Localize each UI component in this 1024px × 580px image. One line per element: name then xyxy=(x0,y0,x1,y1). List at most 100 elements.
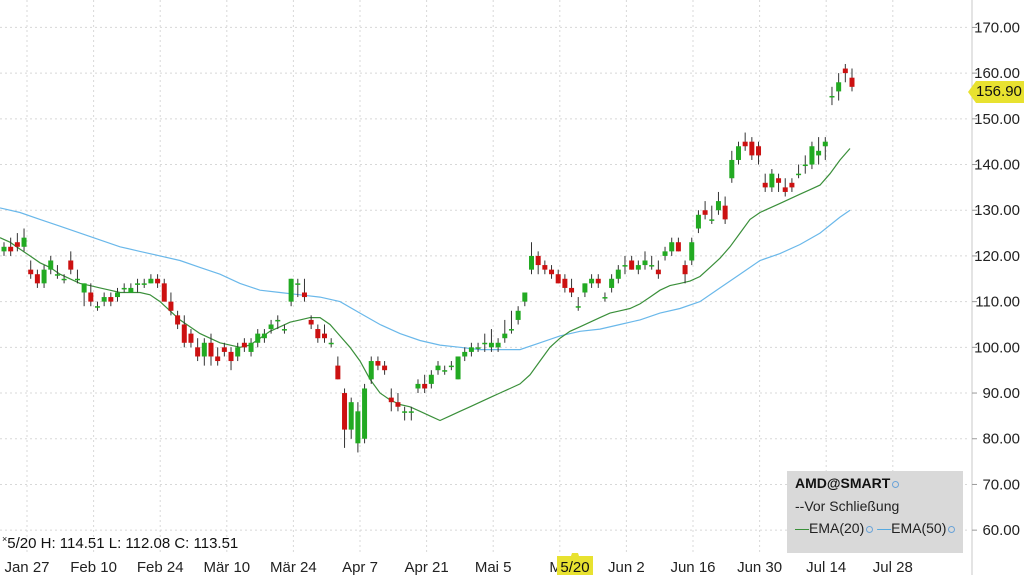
candle[interactable] xyxy=(756,141,762,165)
candle[interactable] xyxy=(635,260,641,275)
candle[interactable] xyxy=(108,292,114,307)
candle[interactable] xyxy=(595,274,601,288)
candle[interactable] xyxy=(715,191,721,215)
candle[interactable] xyxy=(295,278,301,298)
candle[interactable] xyxy=(602,292,608,302)
candle[interactable] xyxy=(54,265,60,279)
candle[interactable] xyxy=(315,324,321,343)
candle[interactable] xyxy=(335,356,341,380)
candle[interactable] xyxy=(609,274,615,293)
candle[interactable] xyxy=(549,265,555,279)
candle[interactable] xyxy=(482,333,488,352)
candle[interactable] xyxy=(615,265,621,284)
candle[interactable] xyxy=(535,251,541,275)
candle[interactable] xyxy=(769,169,775,192)
candle[interactable] xyxy=(842,63,848,83)
candle[interactable] xyxy=(195,338,201,362)
candle[interactable] xyxy=(488,329,494,352)
candle[interactable] xyxy=(462,347,468,362)
candle[interactable] xyxy=(675,237,681,252)
candle[interactable] xyxy=(228,347,234,371)
candle[interactable] xyxy=(275,315,281,330)
candle[interactable] xyxy=(101,292,107,307)
candle[interactable] xyxy=(155,274,161,288)
candle[interactable] xyxy=(709,205,715,224)
candle[interactable] xyxy=(702,201,708,220)
candle[interactable] xyxy=(348,397,354,439)
candle[interactable] xyxy=(268,319,274,334)
candle[interactable] xyxy=(395,393,401,412)
candle[interactable] xyxy=(422,374,428,394)
candle[interactable] xyxy=(128,283,134,293)
candle[interactable] xyxy=(695,210,701,234)
legend[interactable]: AMD@SMART --Vor Schließung —EMA(20) —EMA… xyxy=(787,471,963,553)
candle[interactable] xyxy=(569,278,575,298)
candle[interactable] xyxy=(508,310,514,334)
candle[interactable] xyxy=(408,406,414,421)
candle[interactable] xyxy=(655,260,661,279)
candle[interactable] xyxy=(822,137,828,160)
candle[interactable] xyxy=(448,361,454,371)
candle[interactable] xyxy=(782,178,788,197)
candle[interactable] xyxy=(301,278,307,302)
candle[interactable] xyxy=(682,260,688,284)
candle[interactable] xyxy=(729,150,735,183)
candle[interactable] xyxy=(555,269,561,284)
candle[interactable] xyxy=(542,260,548,275)
candle[interactable] xyxy=(61,274,67,284)
candle[interactable] xyxy=(468,342,474,357)
candle[interactable] xyxy=(809,141,815,170)
candle[interactable] xyxy=(662,246,668,261)
candle[interactable] xyxy=(622,255,628,275)
candle[interactable] xyxy=(642,251,648,270)
candle[interactable] xyxy=(355,402,361,453)
candle[interactable] xyxy=(415,379,421,394)
candle[interactable] xyxy=(362,383,368,444)
candle[interactable] xyxy=(836,73,842,101)
candle[interactable] xyxy=(21,228,27,252)
candle[interactable] xyxy=(802,155,808,174)
candle[interactable] xyxy=(689,237,695,266)
candle[interactable] xyxy=(188,329,194,348)
candle[interactable] xyxy=(34,269,40,288)
candle[interactable] xyxy=(629,255,635,270)
candle[interactable] xyxy=(48,255,54,275)
candle[interactable] xyxy=(255,329,261,348)
candle[interactable] xyxy=(375,356,381,371)
candle[interactable] xyxy=(148,274,154,284)
candle[interactable] xyxy=(735,141,741,165)
candle[interactable] xyxy=(115,287,121,302)
candle[interactable] xyxy=(669,237,675,256)
candle[interactable] xyxy=(41,265,47,288)
candle[interactable] xyxy=(762,173,768,192)
legend-ema20[interactable]: EMA(20) xyxy=(809,520,865,536)
ema50-settings-icon[interactable] xyxy=(948,525,956,533)
candle[interactable] xyxy=(8,237,14,256)
candle[interactable] xyxy=(88,283,94,307)
candle[interactable] xyxy=(261,329,267,343)
candle[interactable] xyxy=(575,297,581,311)
settings-dot-icon[interactable] xyxy=(892,480,900,488)
candle[interactable] xyxy=(528,242,534,275)
candle[interactable] xyxy=(722,196,728,224)
candle[interactable] xyxy=(382,361,388,375)
candle[interactable] xyxy=(241,338,247,352)
candle[interactable] xyxy=(94,301,100,311)
candle[interactable] xyxy=(796,164,802,179)
legend-ema50[interactable]: EMA(50) xyxy=(891,520,947,536)
candle[interactable] xyxy=(475,342,481,352)
candle[interactable] xyxy=(502,319,508,343)
candle[interactable] xyxy=(649,255,655,270)
candle[interactable] xyxy=(235,342,241,362)
candle[interactable] xyxy=(742,132,748,151)
candle[interactable] xyxy=(281,324,287,334)
candle[interactable] xyxy=(495,338,501,352)
candle[interactable] xyxy=(181,315,187,348)
candle[interactable] xyxy=(14,233,20,252)
candle[interactable] xyxy=(582,283,588,298)
candle[interactable] xyxy=(829,86,835,106)
candle[interactable] xyxy=(1,242,7,256)
candle[interactable] xyxy=(849,68,855,92)
